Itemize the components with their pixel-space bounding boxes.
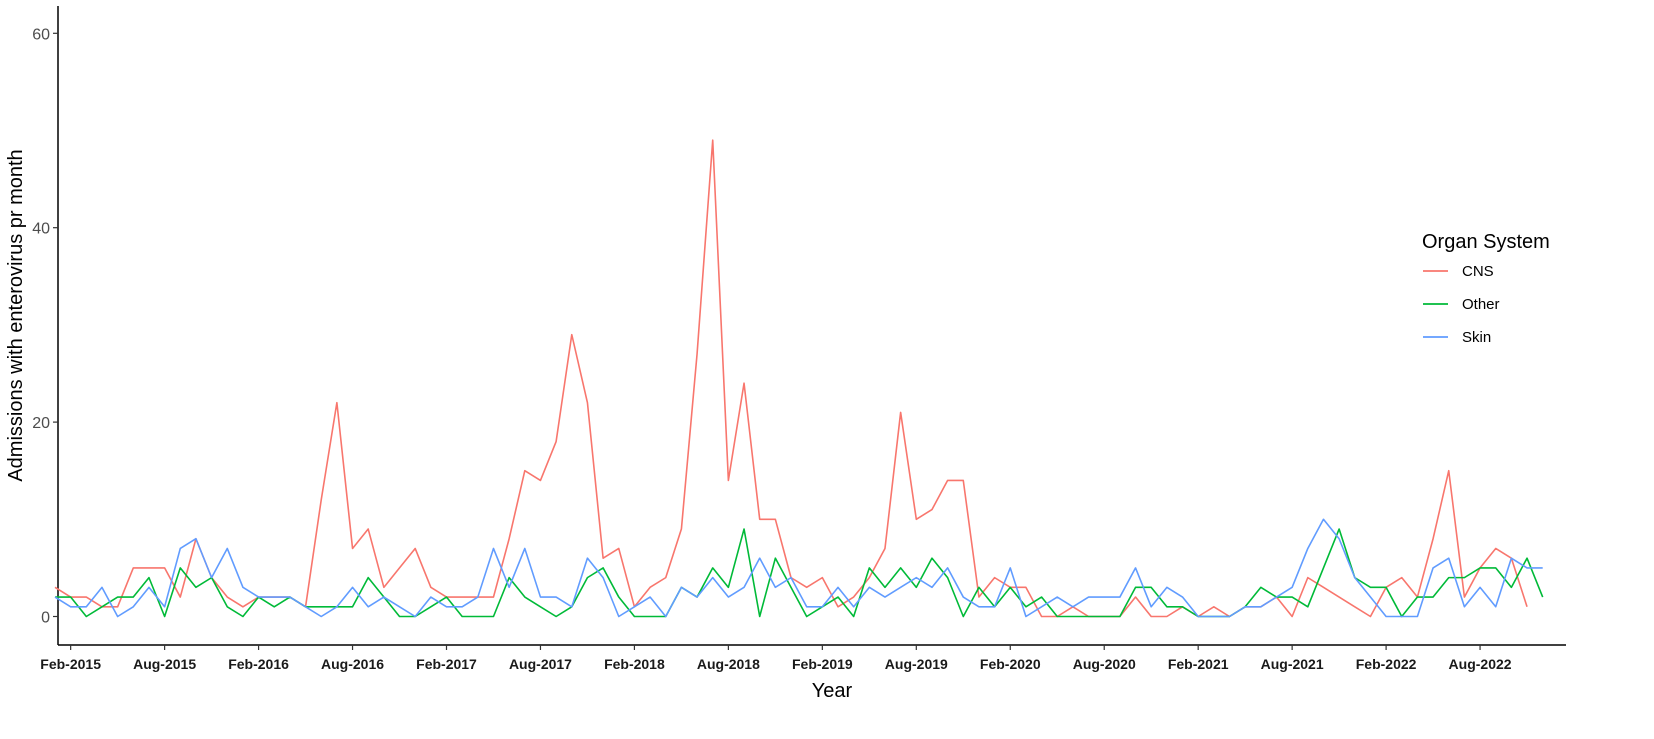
y-tick-label: 40: [32, 221, 50, 238]
x-tick-label: Feb-2015: [40, 656, 101, 672]
x-tick-label: Aug-2019: [885, 656, 948, 672]
y-tick-label: 0: [41, 610, 50, 627]
x-tick-label: Aug-2016: [321, 656, 384, 672]
legend-title: Organ System: [1422, 231, 1550, 253]
series-line-skin: [54, 518, 1543, 618]
x-tick-label: Aug-2018: [697, 656, 760, 672]
x-tick-label: Feb-2022: [1356, 656, 1417, 672]
y-axis-title: Admissions with enterovirus pr month: [5, 149, 27, 481]
x-tick-label: Feb-2019: [792, 656, 853, 672]
x-tick-label: Aug-2021: [1261, 656, 1324, 672]
legend-label-cns: CNS: [1462, 263, 1494, 280]
axes: 0 20 40 60 Feb-2015 Aug-2015 Feb-2016 Aug-2016 F…: [5, 6, 1566, 702]
x-tick-label: Aug-2022: [1449, 656, 1512, 672]
x-axis-title: Year: [812, 680, 853, 702]
legend-label-other: Other: [1462, 296, 1500, 313]
series-lines: [54, 139, 1544, 618]
y-tick-label: 60: [32, 26, 50, 43]
x-tick-label: Feb-2017: [416, 656, 477, 672]
x-tick-label: Aug-2017: [509, 656, 572, 672]
legend: Organ System CNS Other Skin: [1422, 231, 1550, 346]
x-tick-label: Feb-2018: [604, 656, 665, 672]
x-tick-label: Aug-2020: [1073, 656, 1136, 672]
x-tick-label: Feb-2016: [228, 656, 289, 672]
legend-label-skin: Skin: [1462, 329, 1491, 346]
x-tick-label: Feb-2020: [980, 656, 1041, 672]
series-line-other: [55, 528, 1544, 618]
x-tick-label: Aug-2015: [133, 656, 196, 672]
y-tick-label: 20: [32, 415, 50, 432]
x-tick-label: Feb-2021: [1168, 656, 1229, 672]
series-line-cns: [54, 139, 1528, 618]
